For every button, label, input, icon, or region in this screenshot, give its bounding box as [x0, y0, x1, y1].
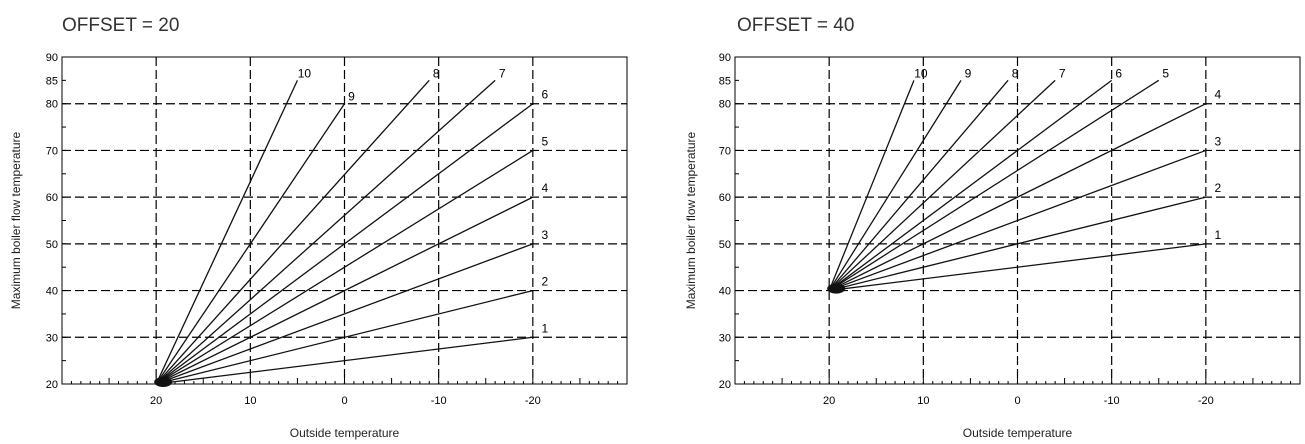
y-tick-label: 90 [719, 52, 731, 64]
curve-line-1 [829, 243, 1206, 292]
y-tick-label: 85 [719, 75, 731, 87]
curve-label-8: 8 [433, 66, 440, 80]
curve-label-9: 9 [348, 90, 355, 104]
curve-line-7 [828, 79, 1056, 292]
x-tick-label: 10 [917, 395, 929, 407]
y-axis-label: Maximum boiler flow temperature [684, 131, 698, 309]
x-tick-label: 0 [1014, 395, 1020, 407]
curve-label-5: 5 [541, 134, 548, 148]
curve-line-3 [155, 243, 534, 385]
y-tick-label: 40 [719, 286, 731, 298]
curve-label-1: 1 [541, 321, 548, 335]
y-tick-label: 85 [46, 75, 58, 87]
curve-label-2: 2 [1214, 181, 1221, 195]
x-tick-label: -20 [1198, 395, 1214, 407]
curve-line-3 [828, 149, 1207, 292]
curve-line-10 [828, 80, 915, 291]
y-tick-label: 60 [46, 192, 58, 204]
x-axis-label: Outside temperature [290, 426, 400, 440]
curve-label-3: 3 [541, 228, 548, 242]
x-tick-label: -10 [431, 395, 447, 407]
curve-line-7 [155, 79, 496, 385]
curve-line-6 [155, 103, 534, 385]
curve-line-2 [829, 196, 1206, 292]
curve-line-4 [155, 196, 534, 385]
curve-origin-point [827, 283, 846, 294]
curve-label-4: 4 [541, 181, 548, 195]
y-tick-label: 30 [46, 332, 58, 344]
curve-label-10: 10 [914, 66, 928, 80]
y-tick-label: 20 [719, 379, 731, 391]
curve-line-4 [828, 103, 1207, 292]
curve-label-1: 1 [1214, 228, 1221, 242]
curve-line-2 [156, 289, 533, 385]
y-tick-label: 80 [46, 99, 58, 111]
x-tick-label: 20 [150, 395, 162, 407]
y-tick-label: 90 [46, 52, 58, 64]
curve-line-8 [155, 79, 430, 385]
y-tick-label: 70 [46, 145, 58, 157]
y-tick-label: 50 [46, 239, 58, 251]
curve-line-9 [155, 103, 346, 385]
curve-line-9 [828, 80, 962, 291]
curve-label-9: 9 [965, 66, 972, 80]
curve-label-8: 8 [1012, 66, 1019, 80]
x-tick-label: 20 [823, 395, 835, 407]
curve-line-10 [155, 80, 299, 385]
x-tick-label: -10 [1104, 395, 1120, 407]
curve-label-6: 6 [1115, 66, 1122, 80]
curve-label-6: 6 [541, 88, 548, 102]
chart-title: OFFSET = 40 [737, 15, 854, 36]
x-tick-label: 0 [341, 395, 347, 407]
curve-origin-point [154, 377, 173, 387]
curve-label-3: 3 [1214, 134, 1221, 148]
curve-label-2: 2 [541, 275, 548, 289]
y-tick-label: 80 [719, 99, 731, 111]
curve-label-10: 10 [298, 66, 312, 80]
x-tick-label: 10 [244, 395, 256, 407]
curve-label-5: 5 [1162, 66, 1169, 80]
y-tick-label: 20 [46, 379, 58, 391]
curve-line-6 [828, 79, 1113, 292]
curve-line-5 [828, 79, 1160, 292]
curve-line-8 [828, 79, 1009, 291]
curve-label-7: 7 [1059, 66, 1066, 80]
x-tick-label: -20 [525, 395, 541, 407]
curve-line-5 [155, 149, 534, 385]
y-tick-label: 50 [719, 239, 731, 251]
curve-line-1 [156, 336, 533, 385]
curve-label-7: 7 [499, 66, 506, 80]
y-tick-label: 60 [719, 192, 731, 204]
curve-label-4: 4 [1214, 88, 1221, 102]
x-axis-label: Outside temperature [963, 426, 1073, 440]
y-tick-label: 30 [719, 332, 731, 344]
chart-title: OFFSET = 20 [62, 15, 179, 36]
y-tick-label: 70 [719, 145, 731, 157]
y-tick-label: 40 [46, 286, 58, 298]
y-axis-label: Maximum boiler flow temperature [9, 131, 23, 309]
